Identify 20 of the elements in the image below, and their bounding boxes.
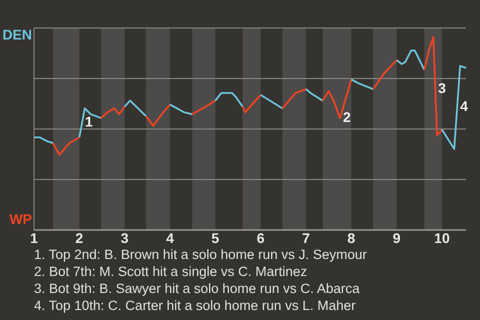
x-tick-label: 4 (166, 230, 174, 246)
annotation: 4 (460, 98, 468, 114)
x-tick-label: 3 (120, 230, 129, 246)
annotation: 3 (438, 80, 446, 96)
x-tick-label: 5 (211, 230, 220, 246)
x-tick-label: 2 (75, 230, 84, 246)
text: WP (9, 211, 32, 227)
x-tick-label: 9 (392, 230, 401, 246)
text: 4. Top 10th: C. Carter hit a solo home run vs L. Maher (34, 298, 356, 313)
text: 3. Bot 9th: B. Sawyer hit a solo home run vs C. Abarca (34, 281, 360, 296)
text: 1. Top 2nd: B. Brown hit a solo home run vs J. Seymour (34, 247, 368, 262)
x-tick-label: 1 (30, 230, 38, 246)
x-tick-label: 8 (347, 230, 356, 246)
annotation: 2 (342, 108, 351, 125)
x-tick-label: 6 (256, 230, 265, 246)
x-tick-label: 7 (302, 230, 310, 246)
text: 2. Bot 7th: M. Scott hit a single vs C. Martinez (34, 264, 308, 279)
x-tick-label: 10 (434, 230, 450, 246)
annotation: 1 (85, 114, 94, 130)
text: DEN (2, 26, 32, 42)
